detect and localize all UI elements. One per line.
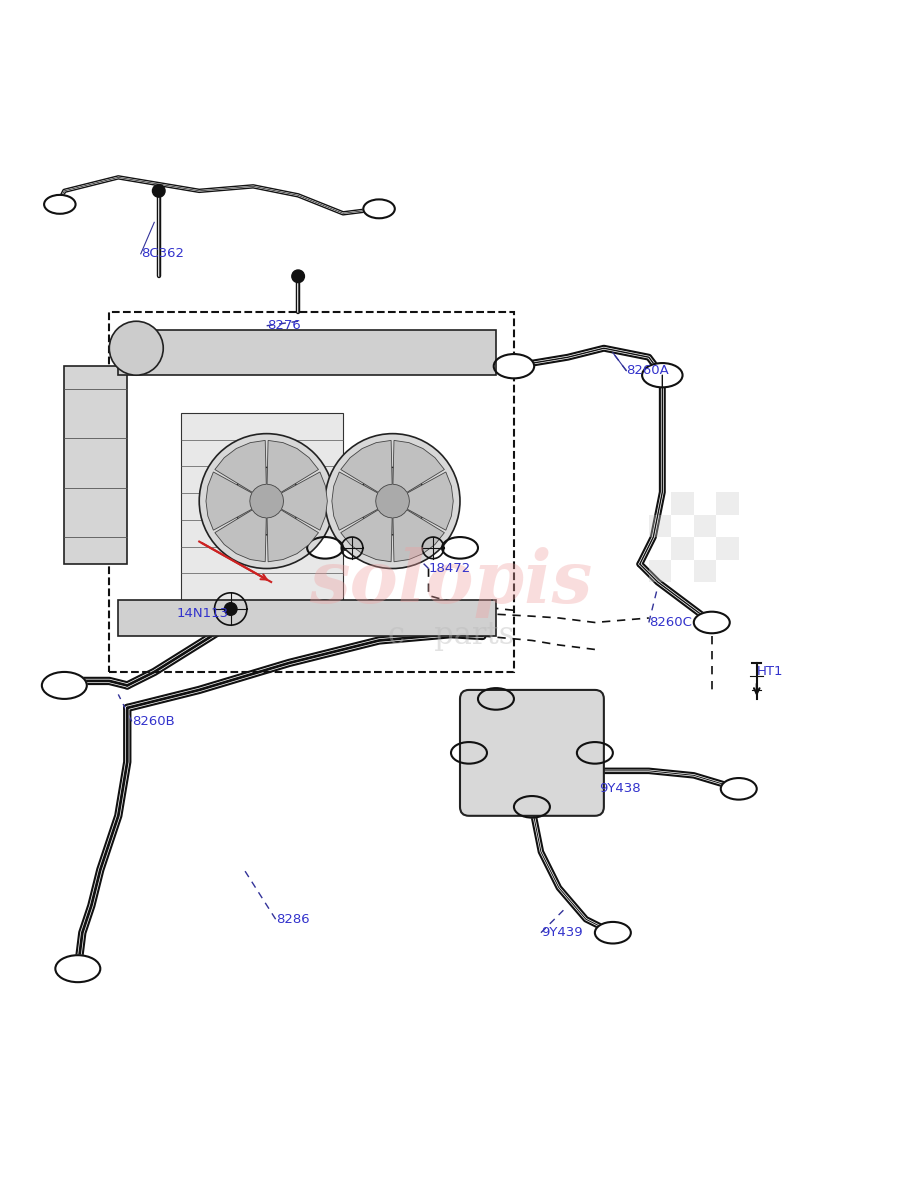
Ellipse shape [642, 364, 683, 388]
Circle shape [233, 467, 300, 535]
Bar [694, 515, 716, 538]
Polygon shape [267, 510, 318, 562]
Bar [694, 559, 716, 582]
Bar [181, 413, 343, 626]
Circle shape [325, 433, 460, 569]
Bar [64, 366, 127, 564]
Bar [716, 492, 739, 515]
Text: 14N113: 14N113 [177, 607, 229, 620]
Ellipse shape [44, 194, 76, 214]
Ellipse shape [514, 796, 550, 817]
Polygon shape [341, 440, 392, 492]
Ellipse shape [694, 612, 730, 634]
Polygon shape [206, 472, 252, 530]
Circle shape [199, 433, 334, 569]
Polygon shape [281, 472, 327, 530]
Bar [118, 600, 496, 636]
Ellipse shape [442, 538, 478, 559]
Bar [671, 538, 694, 559]
Circle shape [109, 322, 163, 376]
Polygon shape [393, 440, 445, 492]
Polygon shape [215, 510, 266, 562]
Bar [671, 492, 694, 515]
Text: HT1: HT1 [757, 666, 783, 678]
Text: 8C362: 8C362 [141, 247, 184, 260]
Ellipse shape [451, 742, 487, 763]
Bar [649, 515, 671, 538]
Text: 8260A: 8260A [626, 364, 669, 377]
Ellipse shape [478, 688, 514, 709]
Ellipse shape [55, 955, 100, 982]
Bar [649, 559, 671, 582]
Text: 8286: 8286 [276, 913, 309, 925]
Text: 18472: 18472 [428, 562, 471, 575]
Ellipse shape [595, 922, 630, 943]
Polygon shape [267, 440, 318, 492]
Ellipse shape [307, 538, 343, 559]
Ellipse shape [493, 354, 534, 378]
Polygon shape [393, 510, 445, 562]
Circle shape [225, 602, 237, 616]
Text: 9Y439: 9Y439 [541, 926, 583, 940]
Text: 9Y438: 9Y438 [599, 782, 641, 796]
Circle shape [359, 467, 427, 535]
Ellipse shape [364, 199, 395, 218]
Ellipse shape [721, 778, 757, 799]
Ellipse shape [577, 742, 612, 763]
Circle shape [292, 270, 305, 282]
Text: c   parts: c parts [388, 620, 514, 652]
Polygon shape [332, 472, 378, 530]
Text: solopis: solopis [309, 546, 593, 618]
Polygon shape [215, 440, 266, 492]
Text: 8260C: 8260C [649, 616, 692, 629]
Text: 8260B: 8260B [132, 715, 174, 728]
Circle shape [152, 185, 165, 197]
Bar [118, 330, 496, 376]
Text: 8276: 8276 [267, 319, 300, 332]
FancyBboxPatch shape [460, 690, 603, 816]
Ellipse shape [41, 672, 87, 698]
Polygon shape [408, 472, 453, 530]
Bar [716, 538, 739, 559]
Polygon shape [341, 510, 392, 562]
